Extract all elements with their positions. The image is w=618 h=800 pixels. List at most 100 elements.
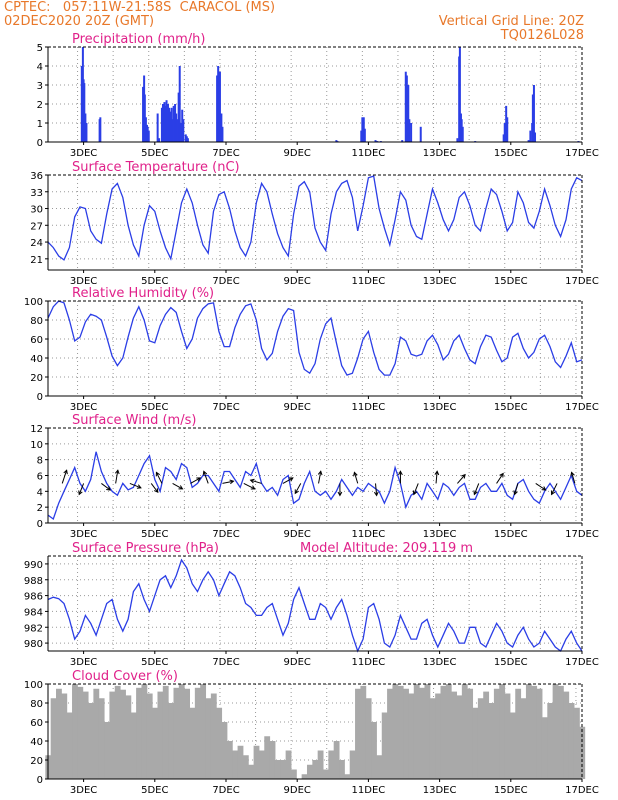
panel-3: [45, 427, 583, 526]
data-point: [464, 483, 465, 484]
x-tick-label: 11DEC: [352, 785, 386, 796]
y-tick-label: 20: [30, 373, 43, 384]
data-point: [432, 635, 433, 636]
data-point: [261, 615, 262, 616]
data-point: [560, 236, 561, 237]
data-point: [234, 575, 235, 576]
data-point: [501, 483, 502, 484]
data-point: [400, 337, 401, 338]
data-point: [480, 346, 481, 347]
data-point: [533, 352, 534, 353]
y-tick-label: 988: [24, 576, 43, 587]
wind-arrowhead: [106, 486, 112, 491]
data-point: [469, 499, 470, 500]
data-point: [523, 479, 524, 480]
wind-arrowhead: [196, 477, 202, 482]
wind-arrowhead: [317, 470, 323, 476]
data-point: [74, 216, 75, 217]
data-point: [74, 467, 75, 468]
data-point: [437, 202, 438, 203]
model-altitude-label: Model Altitude: 209.119 m: [300, 541, 473, 556]
data-point: [512, 222, 513, 223]
data-point: [165, 467, 166, 468]
data-point: [368, 177, 369, 178]
x-tick-label: 11DEC: [352, 402, 386, 413]
precip-bar: [408, 119, 411, 142]
data-point: [315, 491, 316, 492]
cloud-bar: [419, 687, 425, 779]
data-point: [64, 302, 65, 303]
data-point: [96, 239, 97, 240]
data-point: [176, 575, 177, 576]
precip-bar: [186, 138, 189, 142]
data-point: [64, 491, 65, 492]
x-tick-label: 3DEC: [70, 148, 97, 159]
data-point: [53, 519, 54, 520]
data-point: [122, 483, 123, 484]
data-point: [176, 479, 177, 480]
precip-bar: [177, 92, 180, 142]
data-point: [298, 352, 299, 353]
x-tick-label: 13DEC: [423, 785, 457, 796]
data-point: [282, 635, 283, 636]
data-point: [533, 647, 534, 648]
data-point: [165, 314, 166, 315]
data-point: [106, 603, 107, 604]
wind-arrowhead: [78, 490, 83, 496]
data-point: [448, 487, 449, 488]
cloud-bar: [50, 698, 57, 779]
data-point: [453, 219, 454, 220]
precip-bar: [527, 140, 530, 142]
precip-bar: [217, 100, 220, 142]
data-point: [523, 627, 524, 628]
data-point: [229, 471, 230, 472]
data-point: [218, 595, 219, 596]
data-point: [186, 188, 187, 189]
data-point: [229, 571, 230, 572]
x-tick-label: 15DEC: [494, 402, 528, 413]
panel-5: [45, 683, 586, 782]
x-tick-label: 11DEC: [352, 657, 386, 668]
data-point: [448, 623, 449, 624]
data-point: [170, 587, 171, 588]
data-point: [347, 375, 348, 376]
precip-bar: [182, 119, 185, 142]
precip-bar: [175, 113, 178, 142]
cloud-bar: [387, 688, 393, 779]
data-point: [160, 491, 161, 492]
data-point: [218, 331, 219, 332]
data-point: [501, 361, 502, 362]
data-point: [411, 495, 412, 496]
data-point: [128, 225, 129, 226]
y-tick-label: 33: [30, 188, 43, 199]
data-point: [149, 611, 150, 612]
cloud-bar: [376, 755, 383, 779]
x-tick-label: 17DEC: [565, 402, 599, 413]
precip-bar: [164, 105, 167, 142]
y-tick-label: 3: [37, 81, 43, 92]
x-tick-label: 5DEC: [141, 657, 168, 668]
x-tick-label: 7DEC: [212, 148, 239, 159]
precip-bar: [85, 123, 88, 142]
cloud-bar: [194, 687, 201, 779]
data-point: [389, 491, 390, 492]
cloud-bar: [568, 703, 575, 779]
data-point: [491, 491, 492, 492]
data-point: [80, 337, 81, 338]
data-point: [480, 487, 481, 488]
cloud-bar: [493, 688, 500, 779]
data-point: [325, 250, 326, 251]
data-point: [213, 302, 214, 303]
wind-vector: [457, 474, 466, 484]
data-point: [427, 619, 428, 620]
x-tick-label: 11DEC: [352, 276, 386, 287]
data-point: [341, 599, 342, 600]
cloud-bar: [333, 741, 340, 779]
data-point: [384, 503, 385, 504]
data-point: [96, 316, 97, 317]
data-point: [266, 491, 267, 492]
data-point: [491, 635, 492, 636]
wind-arrowhead: [513, 490, 518, 496]
data-point: [202, 244, 203, 245]
precip-bar: [362, 117, 365, 142]
